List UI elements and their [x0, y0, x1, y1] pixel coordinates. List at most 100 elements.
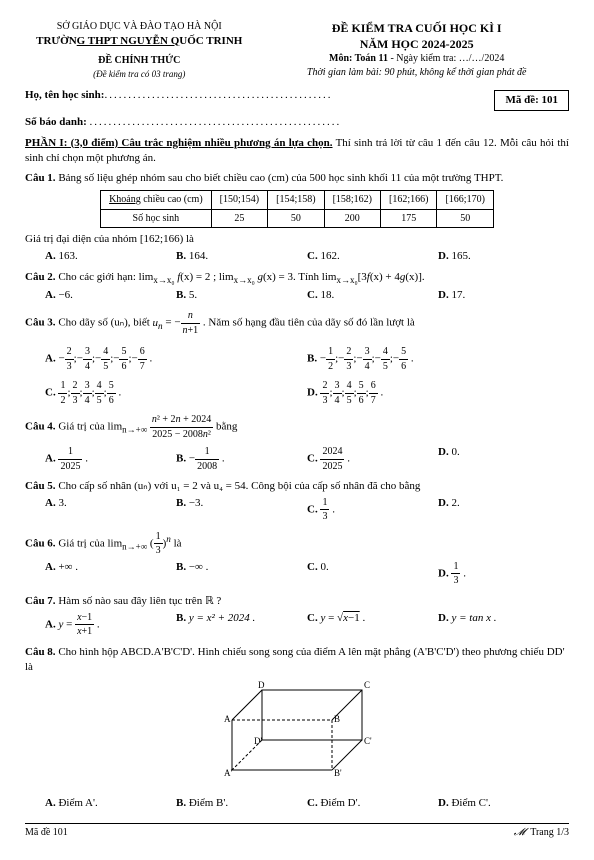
- page-footer: Mã đề 101 𝓜 Trang 1/3: [25, 823, 569, 840]
- q1-c3: [158;162): [324, 191, 380, 210]
- q1-c4: [162;166): [381, 191, 437, 210]
- q6-post: là: [174, 537, 182, 549]
- q2-choices: A. −6. B. 5. C. 18. D. 17.: [45, 288, 569, 303]
- q1-c5: [166;170): [437, 191, 493, 210]
- q3-a: A. −23;−34;−45;−56;−67 .: [45, 345, 307, 373]
- svg-text:C: C: [364, 680, 370, 690]
- q4-pre: Giá trị của: [56, 421, 108, 433]
- exam-official: ĐỀ CHÍNH THỨC: [25, 54, 253, 68]
- page-count: (Đề kiểm tra có 03 trang): [25, 68, 253, 80]
- q3-choices-2: C. 12;23;34;45;56 . D. 23;34;45;56;67 .: [45, 379, 569, 407]
- q8-a: A. Điểm A'.: [45, 796, 176, 811]
- exam-title: ĐỀ KIỂM TRA CUỐI HỌC KÌ I: [264, 20, 569, 36]
- exam-year: NĂM HỌC 2024-2025: [264, 36, 569, 52]
- right-header: ĐỀ KIỂM TRA CUỐI HỌC KÌ I NĂM HỌC 2024-2…: [264, 20, 569, 80]
- question-6: Câu 6. Giá trị của limn→+∞ (13)n là A. +…: [25, 530, 569, 588]
- q2-a: A. −6.: [45, 288, 176, 303]
- svg-text:B': B': [334, 768, 342, 778]
- q7-a: A. y = x−1x+1 .: [45, 611, 176, 639]
- q1-a: A. 163.: [45, 249, 176, 264]
- q7-c: C. y = √x−1 .: [307, 611, 438, 639]
- q2-label: Câu 2.: [25, 271, 56, 283]
- q7-choices: A. y = x−1x+1 . B. y = x² + 2024 . C. y …: [45, 611, 569, 639]
- header: SỞ GIÁO DỤC VÀ ĐÀO TẠO HÀ NỘI TRƯỜNTRƯỜN…: [25, 20, 569, 80]
- q1-d: D. 165.: [438, 249, 569, 264]
- svg-text:C': C': [364, 736, 372, 746]
- q2-text: Cho các giới hạn:: [56, 271, 139, 283]
- footer-code: Mã đề 101: [25, 826, 68, 840]
- question-5: Câu 5. Cho cấp số nhân (uₙ) với u₁ = 2 v…: [25, 479, 569, 524]
- q8-choices: A. Điểm A'. B. Điểm B'. C. Điểm D'. D. Đ…: [45, 796, 569, 811]
- q2-c: C. 18.: [307, 288, 438, 303]
- q5-label: Câu 5.: [25, 480, 56, 492]
- question-1: Câu 1. Bảng số liệu ghép nhóm sau cho bi…: [25, 171, 569, 264]
- q5-choices: A. 3. B. −3. C. 13 . D. 2.: [45, 496, 569, 524]
- q1-v2: 50: [268, 209, 324, 228]
- q1-text: Bảng số liệu ghép nhóm sau cho biết chiề…: [56, 172, 504, 184]
- q3-label: Câu 3.: [25, 317, 56, 329]
- question-3: Câu 3. Cho dãy số (uₙ), biết un = −nn+1 …: [25, 309, 569, 407]
- q4-b: B. −12008 .: [176, 445, 307, 473]
- q4-choices: A. 12025 . B. −12008 . C. 20242025 . D. …: [45, 445, 569, 473]
- q6-choices: A. +∞ . B. −∞ . C. 0. D. 13 .: [45, 560, 569, 588]
- q7-d: D. y = tan x .: [438, 611, 569, 639]
- svg-text:A: A: [224, 714, 231, 724]
- q4-label: Câu 4.: [25, 421, 56, 433]
- q1-c: C. 162.: [307, 249, 438, 264]
- q4-a: A. 12025 .: [45, 445, 176, 473]
- id-label: Số báo danh:: [25, 116, 87, 128]
- exam-subject: Môn: Toán 11 - Ngày kiểm tra: …/…/2024: [264, 52, 569, 66]
- q1-v1: 25: [211, 209, 267, 228]
- q5-text: Cho cấp số nhân (uₙ) với u₁ = 2 và u₄ = …: [56, 480, 421, 492]
- q1-c2: [154;158): [268, 191, 324, 210]
- q5-a: A. 3.: [45, 496, 176, 524]
- q1-b: B. 164.: [176, 249, 307, 264]
- q1-th2: Số học sinh: [101, 209, 212, 228]
- q1-table: Khoảng chiều cao (cm) [150;154) [154;158…: [100, 190, 494, 228]
- q3-choices-1: A. −23;−34;−45;−56;−67 . B. −12;−23;−34;…: [45, 345, 569, 373]
- q2-b: B. 5.: [176, 288, 307, 303]
- q3-pre: Cho dãy số (uₙ), biết: [56, 317, 153, 329]
- svg-text:B: B: [334, 714, 340, 724]
- q2-d: D. 17.: [438, 288, 569, 303]
- q3-post: . Năm số hạng đầu tiên của dãy số đó lần…: [203, 317, 415, 329]
- left-header: SỞ GIÁO DỤC VÀ ĐÀO TẠO HÀ NỘI TRƯỜNTRƯỜN…: [25, 20, 253, 80]
- q6-a: A. +∞ .: [45, 560, 176, 588]
- q3-b: B. −12;−23;−34;−45;−56 .: [307, 345, 569, 373]
- q6-d: D. 13 .: [438, 560, 569, 588]
- q5-c: C. 13 .: [307, 496, 438, 524]
- q3-d: D. 23;34;45;56;67 .: [307, 379, 569, 407]
- q1-v5: 50: [437, 209, 493, 228]
- student-name-field: Họ, tên học sinh:.......................…: [25, 88, 569, 103]
- q8-d: D. Điểm C'.: [438, 796, 569, 811]
- part1-intro: PHẦN I: (3,0 điểm) Câu trắc nghiệm nhiều…: [25, 136, 569, 166]
- q4-c: C. 20242025 .: [307, 445, 438, 473]
- q5-d: D. 2.: [438, 496, 569, 524]
- school-name: TRƯỜNTRƯỜNG THPT NGUYỄN QUỐC TRINHG THPT…: [25, 34, 253, 49]
- q6-b: B. −∞ .: [176, 560, 307, 588]
- q1-label: Câu 1.: [25, 172, 56, 184]
- q4-d: D. 0.: [438, 445, 569, 473]
- q5-b: B. −3.: [176, 496, 307, 524]
- svg-text:D': D': [254, 736, 262, 746]
- q8-b: B. Điểm B'.: [176, 796, 307, 811]
- student-id-field: Số báo danh: ...........................…: [25, 115, 569, 130]
- name-label: Họ, tên học sinh:: [25, 89, 104, 101]
- q6-c: C. 0.: [307, 560, 438, 588]
- q1-after: Giá trị đại diện của nhóm [162;166) là: [25, 232, 569, 247]
- footer-page: Trang 1/3: [530, 827, 569, 838]
- q6-pre: Giá trị của: [56, 537, 108, 549]
- q7-label: Câu 7.: [25, 595, 56, 607]
- q1-choices: A. 163. B. 164. C. 162. D. 165.: [45, 249, 569, 264]
- cube-diagram: DC C'D' AB A'B': [212, 680, 382, 790]
- question-7: Câu 7. Hàm số nào sau đây liên tục trên …: [25, 594, 569, 639]
- signature-icon: 𝓜: [513, 826, 527, 840]
- q1-v3: 200: [324, 209, 380, 228]
- q8-label: Câu 8.: [25, 646, 56, 658]
- q1-th1: Khoảng chiều cao (cm): [101, 191, 212, 210]
- q8-c: C. Điểm D'.: [307, 796, 438, 811]
- q4-post: bằng: [216, 421, 237, 433]
- q7-text: Hàm số nào sau đây liên tục trên ℝ ?: [56, 595, 222, 607]
- svg-text:D: D: [258, 680, 265, 690]
- department: SỞ GIÁO DỤC VÀ ĐÀO TẠO HÀ NỘI: [25, 20, 253, 34]
